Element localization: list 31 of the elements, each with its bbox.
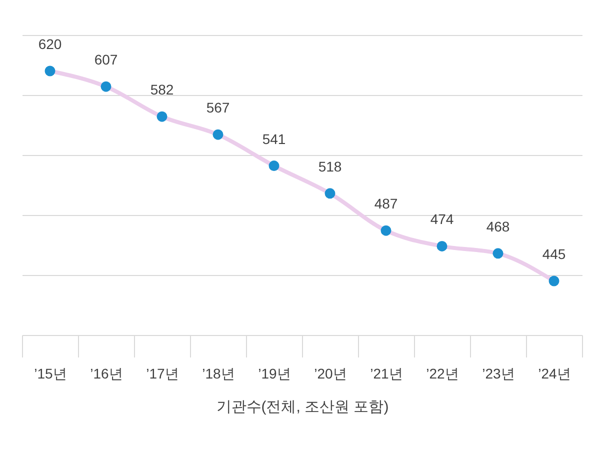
data-label: 541 xyxy=(262,130,286,147)
data-label: 620 xyxy=(38,36,62,52)
x-tick-label: ’24년 xyxy=(538,366,571,382)
x-tick-label: ’16년 xyxy=(90,366,123,382)
point xyxy=(548,276,560,286)
x-tick-label: ’18년 xyxy=(202,366,235,382)
x-tick-label: ’19년 xyxy=(258,366,291,382)
x-axis-title: 기관수(전체, 조산원 포함) xyxy=(216,398,389,416)
x-tick-label: ’15년 xyxy=(34,366,67,382)
x-tick-label: ’21년 xyxy=(370,366,403,382)
data-label: 567 xyxy=(206,100,230,116)
data-label: 474 xyxy=(430,211,454,228)
data-label: 582 xyxy=(150,82,174,98)
point xyxy=(212,129,224,140)
point xyxy=(492,248,504,259)
data-label: 607 xyxy=(94,52,118,68)
point xyxy=(268,160,280,172)
x-tick-label: ’17년 xyxy=(146,366,179,382)
data-label: 445 xyxy=(542,246,566,262)
x-tick-label: ’23년 xyxy=(482,366,515,382)
data-label: 487 xyxy=(374,196,398,212)
point xyxy=(324,188,336,199)
point xyxy=(380,225,392,236)
point xyxy=(436,240,448,252)
x-tick-label: ’22년 xyxy=(426,366,459,382)
point xyxy=(100,81,112,92)
point xyxy=(44,66,56,76)
data-label: 518 xyxy=(318,158,342,174)
x-tick-label: ’20년 xyxy=(314,366,347,382)
point xyxy=(156,111,168,122)
data-label: 468 xyxy=(486,218,510,234)
